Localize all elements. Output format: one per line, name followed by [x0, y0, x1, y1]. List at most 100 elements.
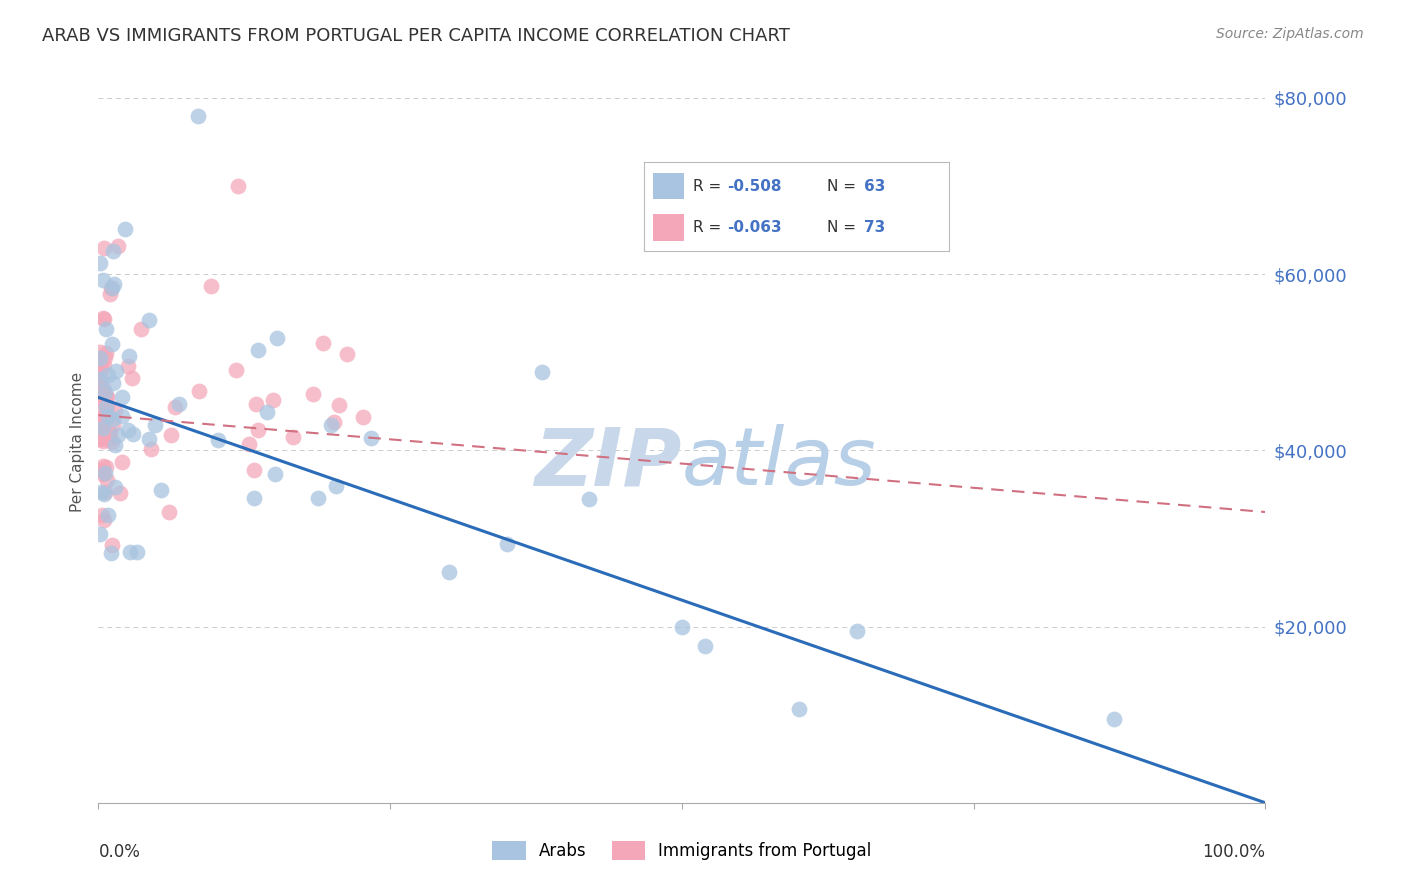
Point [312, 335, 335, 350]
Point [125, 545, 148, 559]
Point [302, 387, 325, 401]
Point [160, 428, 183, 442]
Point [111, 455, 134, 469]
Point [139, 442, 162, 456]
Point [256, 405, 278, 419]
Point [91, 407, 114, 421]
Point [157, 505, 180, 519]
Point [89, 372, 111, 386]
Point [307, 491, 329, 505]
Point [90, 508, 112, 522]
Point [93, 421, 115, 435]
Text: 73: 73 [863, 219, 886, 235]
Point [91, 381, 114, 395]
Point [98, 426, 121, 441]
Point [104, 404, 127, 418]
Point [89, 345, 111, 359]
Point [89, 427, 111, 442]
Point [94, 466, 117, 480]
Point [266, 331, 288, 345]
Text: 63: 63 [863, 178, 886, 194]
Point [325, 479, 347, 493]
Point [138, 432, 160, 446]
Point [100, 431, 122, 445]
Point [96, 346, 118, 360]
Point [1102, 712, 1125, 726]
Bar [654, 214, 683, 241]
Point [90, 410, 112, 425]
Point [243, 463, 266, 477]
Point [207, 433, 229, 447]
Point [89, 351, 111, 366]
Point [101, 417, 124, 432]
Point [245, 397, 267, 411]
Point [89, 463, 111, 477]
Point [98, 287, 121, 301]
Point [243, 491, 266, 506]
Point [89, 365, 111, 379]
Point [89, 423, 111, 437]
Point [96, 390, 118, 404]
Point [143, 417, 166, 432]
Point [336, 347, 359, 361]
Point [90, 422, 112, 436]
Point [89, 256, 111, 270]
Point [114, 221, 136, 235]
Point [93, 311, 115, 326]
Point [225, 363, 247, 377]
Point [100, 546, 122, 560]
Point [578, 491, 600, 506]
Point [97, 508, 120, 522]
Point [97, 409, 120, 423]
Point [96, 400, 118, 414]
Point [93, 358, 115, 372]
Point [89, 358, 111, 372]
Point [101, 376, 124, 390]
Point [117, 359, 139, 373]
Point [89, 391, 111, 405]
Text: R =: R = [693, 219, 727, 235]
Point [163, 400, 186, 414]
Point [94, 460, 117, 475]
Point [89, 432, 111, 446]
Text: ZIP: ZIP [534, 425, 682, 502]
Point [150, 483, 173, 497]
Point [323, 415, 346, 429]
Text: 100.0%: 100.0% [1202, 843, 1265, 861]
Point [100, 281, 122, 295]
Point [90, 359, 112, 374]
Point [138, 313, 160, 327]
Point [94, 389, 117, 403]
Point [105, 364, 128, 378]
Text: R =: R = [693, 178, 727, 194]
Text: ARAB VS IMMIGRANTS FROM PORTUGAL PER CAPITA INCOME CORRELATION CHART: ARAB VS IMMIGRANTS FROM PORTUGAL PER CAP… [42, 27, 790, 45]
Point [93, 467, 115, 482]
Text: -0.063: -0.063 [727, 219, 782, 235]
Point [94, 384, 117, 399]
Point [96, 473, 118, 487]
Point [104, 438, 127, 452]
Point [89, 417, 111, 431]
Point [787, 702, 810, 716]
Point [238, 437, 260, 451]
Point [111, 409, 134, 424]
Legend: Arabs, Immigrants from Portugal: Arabs, Immigrants from Portugal [485, 834, 879, 867]
Point [93, 513, 115, 527]
Point [321, 418, 343, 433]
Point [360, 431, 382, 445]
Point [100, 280, 122, 294]
Y-axis label: Per Capita Income: Per Capita Income [70, 371, 86, 512]
Point [101, 434, 124, 449]
Point [101, 244, 124, 258]
Point [111, 390, 134, 404]
Point [187, 109, 209, 123]
Point [89, 376, 111, 391]
Text: Source: ZipAtlas.com: Source: ZipAtlas.com [1216, 27, 1364, 41]
Point [846, 624, 869, 639]
Text: atlas: atlas [682, 425, 877, 502]
Text: N =: N = [827, 178, 862, 194]
Point [107, 427, 129, 442]
Point [264, 467, 287, 482]
Point [91, 459, 114, 474]
Text: -0.508: -0.508 [727, 178, 782, 194]
